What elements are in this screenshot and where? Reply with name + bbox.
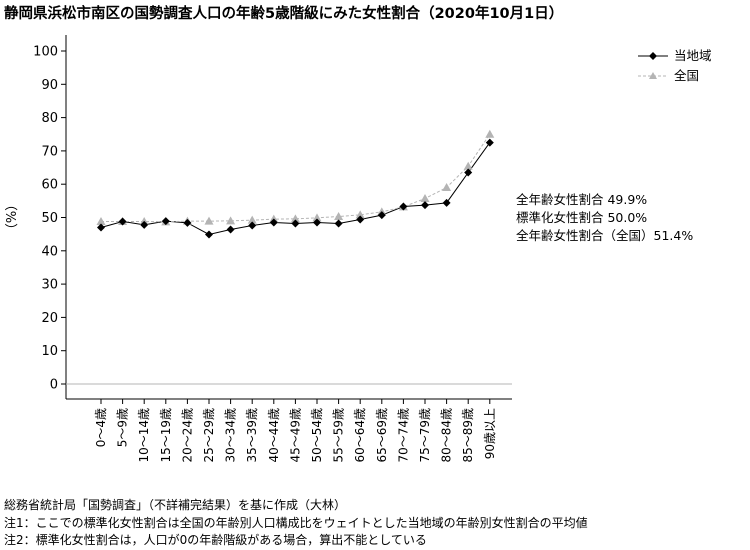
series-line-national	[101, 133, 491, 223]
legend-label-national: 全国	[674, 68, 700, 83]
y-tick-label: 20	[41, 311, 58, 326]
y-tick-label: 50	[41, 211, 58, 226]
data-point-local	[464, 168, 473, 177]
legend-label-local: 当地域	[674, 48, 712, 63]
data-point-local	[226, 225, 235, 234]
data-point-local	[313, 218, 321, 227]
data-point-local	[399, 202, 408, 211]
data-point-national	[290, 214, 300, 223]
data-point-local	[334, 219, 343, 228]
data-point-local	[269, 218, 278, 227]
x-tick-label: 40～44歳	[267, 408, 281, 463]
data-point-national	[355, 210, 365, 219]
data-point-national	[204, 216, 214, 225]
x-tick-label: 5～9歳	[116, 408, 130, 447]
data-point-local	[97, 223, 105, 232]
y-tick-label: 60	[41, 178, 58, 193]
data-point-national	[463, 161, 473, 170]
data-point-local	[183, 218, 192, 227]
data-point-local	[377, 211, 386, 220]
x-tick-label: 25～29歳	[202, 408, 216, 463]
data-point-national	[96, 216, 106, 225]
data-point-local	[291, 219, 300, 228]
y-tick-label: 10	[41, 344, 58, 359]
legend-marker-national	[638, 72, 668, 79]
data-point-national	[226, 216, 236, 225]
x-tick-label: 0～4歳	[94, 408, 108, 447]
x-tick-label: 75～79歳	[418, 408, 432, 463]
x-tick-label: 15～19歳	[159, 408, 173, 463]
x-tick-label: 65～69歳	[375, 408, 389, 463]
note-2: 注2：標準化女性割合は，人口が0の年齢階級がある場合，算出不能としている	[4, 533, 427, 547]
source-note: 総務省統計局「国勢調査」（不詳補完結果）を基に作成（大林）	[4, 498, 347, 512]
x-tick-label: 70～74歳	[396, 408, 410, 463]
x-tick-label: 90歳以上	[483, 408, 497, 459]
y-tick-label: 40	[41, 244, 58, 259]
note-1: 注1：ここでの標準化女性割合は全国の年齢別人口構成比をウェイトとした当地域の年齢…	[4, 515, 588, 530]
y-tick-label: 70	[41, 144, 58, 159]
data-point-local	[356, 215, 365, 224]
notes-block: 総務省統計局「国勢調査」（不詳補完結果）を基に作成（大林） 注1：ここでの標準化…	[4, 497, 588, 550]
x-tick-label: 10～14歳	[137, 408, 151, 463]
data-point-local	[248, 221, 257, 230]
data-point-national	[420, 194, 430, 203]
y-axis-label: （%）	[5, 198, 20, 236]
data-point-national	[442, 183, 452, 192]
x-tick-label: 80～84歳	[440, 408, 454, 463]
line-chart: 0 10 20 30 40 50 60 70 80 90 100 （%） 0～4歳 5～9歳 10～14歳 1…	[5, 35, 512, 463]
data-point-local	[161, 217, 170, 226]
stat-national-female-ratio: 全年齢女性割合（全国）51.4%	[516, 228, 694, 243]
data-point-national	[312, 213, 322, 222]
x-tick-label: 85～89歳	[461, 408, 475, 463]
data-point-local	[140, 220, 149, 229]
data-point-local	[442, 198, 451, 207]
y-tick-label: 0	[50, 378, 58, 393]
y-tick-label: 30	[41, 278, 58, 293]
data-point-local	[118, 217, 127, 226]
x-tick-label: 20～24歳	[180, 408, 194, 463]
data-point-national	[247, 215, 257, 224]
x-tick-label: 30～34歳	[224, 408, 238, 463]
legend-item-national: 全国	[636, 66, 712, 86]
chart-title: 静岡県浜松市南区の国勢調査人口の年齢5歳階級にみた女性割合（2020年10月1日…	[4, 6, 564, 22]
data-point-national	[485, 129, 495, 138]
data-point-local	[421, 201, 429, 210]
legend-marker-local	[638, 52, 668, 60]
data-point-national	[334, 212, 344, 221]
legend: 当地域 全国	[636, 46, 712, 86]
stat-all-ages-female-ratio: 全年齢女性割合 49.9%	[516, 192, 648, 207]
x-tick-label: 55～59歳	[332, 408, 346, 463]
data-point-local	[485, 138, 494, 147]
x-tick-label: 45～49歳	[288, 408, 302, 463]
y-tick-label: 90	[41, 78, 58, 93]
x-tick-label: 60～64歳	[353, 408, 367, 463]
y-tick-label: 80	[41, 111, 58, 126]
x-tick-label: 35～39歳	[245, 408, 259, 463]
legend-item-local: 当地域	[636, 46, 712, 66]
data-point-local	[205, 230, 213, 239]
stat-standardized-female-ratio: 標準化女性割合 50.0%	[516, 210, 648, 225]
stats-block: 全年齢女性割合 49.9% 標準化女性割合 50.0% 全年齢女性割合（全国）5…	[516, 191, 693, 245]
y-tick-label: 100	[33, 45, 58, 60]
x-tick-label: 50～54歳	[310, 408, 324, 463]
